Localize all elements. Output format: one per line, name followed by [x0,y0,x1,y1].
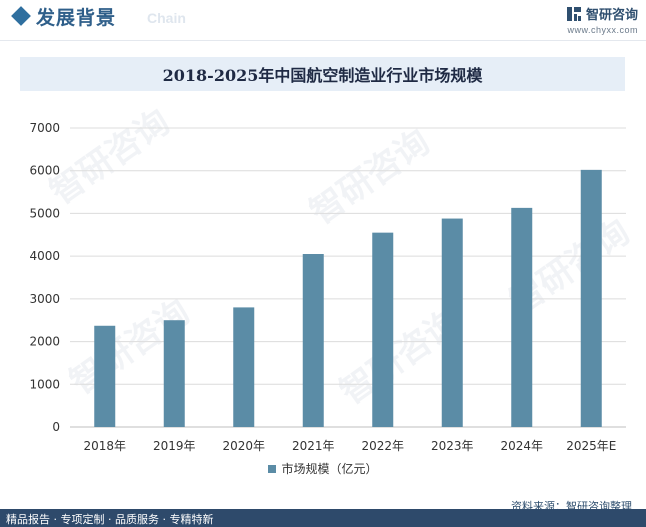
brand-name: 智研咨询 [585,8,638,23]
x-tick-label: 2021年 [292,439,335,453]
y-tick-label: 2000 [29,335,60,349]
legend-label: 市场规模（亿元） [281,462,378,476]
y-tick-label: 0 [52,420,60,434]
x-tick-label: 2020年 [222,439,265,453]
legend-swatch [268,464,277,473]
footer-text: 精品报告 · 专项定制 · 品质服务 · 专精特新 [6,513,214,526]
y-tick-label: 3000 [29,292,60,306]
bar [372,232,394,427]
y-tick-label: 1000 [29,377,60,391]
chart-legend: 市场规模（亿元） [0,460,646,477]
x-tick-label: 2024年 [500,439,543,453]
x-tick-label: 2018年 [83,439,126,453]
header-divider [0,40,646,41]
y-tick-label: 7000 [29,121,60,135]
bar [441,218,463,427]
bar [302,254,324,427]
bar [94,325,116,427]
y-tick-label: 6000 [29,164,60,178]
chart-title: 2018-2025年中国航空制造业行业市场规模 [162,66,483,85]
bar [511,207,533,427]
x-tick-label: 2022年 [361,439,404,453]
footer-bar: 精品报告 · 专项定制 · 品质服务 · 专精特新 [0,509,646,527]
x-tick-label: 2023年 [431,439,474,453]
brand-url: www.chyxx.com [567,25,638,35]
section-header: 发展背景 Chain [0,0,646,41]
chart-title-band: 2018-2025年中国航空制造业行业市场规模 [20,57,625,91]
bar [233,307,255,427]
y-tick-label: 4000 [29,249,60,263]
x-tick-label: 2019年 [153,439,196,453]
section-title: 发展背景 [36,7,117,29]
bar [163,320,185,427]
brand-block: 智研咨询 www.chyxx.com [566,4,638,35]
brand-logo-icon [566,6,581,21]
y-tick-label: 5000 [29,206,60,220]
section-subtitle: Chain [147,10,186,26]
x-tick-label: 2025年E [566,439,616,453]
bar [580,169,602,428]
